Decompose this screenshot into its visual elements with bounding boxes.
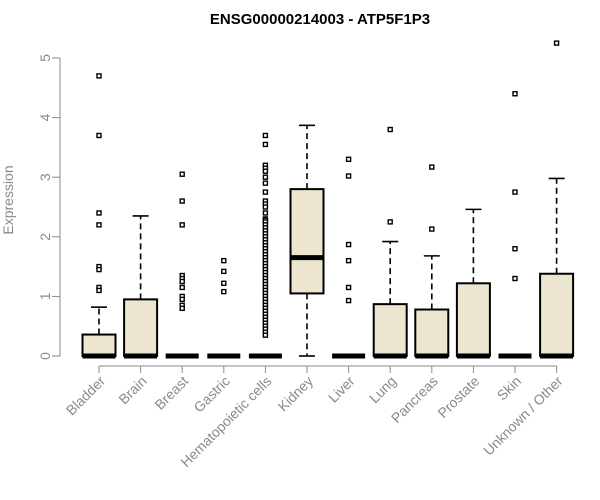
box-iqr — [414, 308, 450, 357]
x-tick-label: Bladder — [63, 373, 109, 419]
box-group — [332, 156, 366, 359]
x-tick-label: Skin — [494, 373, 525, 404]
x-tick-label: Brain — [115, 373, 149, 407]
outlier-point — [179, 284, 185, 291]
box-group — [123, 215, 159, 359]
outlier-point — [262, 141, 269, 148]
x-tick-label: Liver — [325, 373, 358, 406]
outlier-point — [96, 132, 102, 139]
outlier-point — [345, 241, 352, 248]
y-tick-label: 4 — [37, 113, 53, 121]
box-iqr — [289, 188, 325, 295]
outlier-point — [221, 268, 227, 275]
outlier-point — [512, 246, 518, 252]
outlier-point — [179, 222, 185, 228]
box-iqr — [372, 303, 408, 358]
box-iqr — [123, 298, 159, 358]
outlier-point — [179, 171, 185, 177]
outlier-point — [221, 288, 227, 295]
outlier-point — [262, 204, 269, 210]
outlier-point — [345, 297, 352, 304]
box-group — [414, 164, 450, 359]
outlier-point — [553, 40, 560, 46]
outlier-point — [345, 257, 352, 264]
y-tick-label: 2 — [37, 233, 53, 241]
outlier-point — [96, 222, 102, 228]
box-iqr — [81, 333, 117, 358]
x-tick-label: Lung — [366, 373, 399, 406]
outlier-point — [387, 126, 393, 133]
outlier-point — [179, 305, 185, 312]
outlier-point — [96, 73, 102, 79]
outlier-point — [179, 296, 185, 303]
outlier-point — [262, 189, 269, 195]
outlier-point — [512, 189, 518, 195]
box-group — [539, 40, 575, 359]
box-group — [207, 257, 241, 359]
box-iqr — [455, 282, 491, 357]
box-group — [498, 91, 532, 359]
outlier-point — [179, 198, 185, 204]
outlier-point — [429, 226, 435, 232]
outlier-point — [345, 173, 352, 179]
outlier-point — [96, 266, 102, 273]
y-tick-label: 3 — [37, 173, 53, 181]
outlier-point — [387, 219, 393, 225]
y-axis-label: Expression — [0, 165, 16, 234]
x-tick-label: Unknown / Other — [480, 373, 566, 459]
outlier-point — [512, 275, 518, 282]
y-tick-label: 1 — [37, 292, 53, 300]
outlier-point — [179, 278, 185, 285]
outlier-point — [512, 91, 518, 97]
outlier-point — [96, 287, 102, 294]
x-tick-label: Kidney — [275, 373, 317, 415]
y-axis: 0 1 2 3 4 5 — [37, 54, 61, 360]
y-tick-label: 5 — [37, 54, 53, 62]
outlier-point — [262, 210, 269, 216]
outlier-point — [429, 164, 435, 170]
box-group — [81, 73, 117, 359]
box-group — [372, 126, 408, 359]
outlier-point — [221, 257, 227, 264]
outlier-point — [262, 332, 269, 338]
y-tick-label: 0 — [37, 352, 53, 360]
box-group — [165, 171, 199, 359]
outlier-point — [345, 284, 352, 291]
outlier-point — [262, 168, 269, 174]
box-iqr — [539, 272, 575, 358]
outlier-point — [96, 210, 102, 216]
chart-title: ENSG00000214003 - ATP5F1P3 — [210, 11, 430, 28]
box-group — [455, 208, 491, 359]
x-tick-label: Breast — [151, 373, 191, 413]
x-tick-label: Prostate — [434, 373, 482, 421]
plot-area — [81, 40, 575, 359]
outlier-point — [345, 156, 352, 163]
box-group — [289, 124, 325, 357]
outlier-point — [262, 132, 269, 139]
outlier-point — [221, 280, 227, 286]
outlier-point — [262, 174, 269, 180]
outlier-point — [262, 180, 269, 186]
box-group — [248, 132, 282, 359]
